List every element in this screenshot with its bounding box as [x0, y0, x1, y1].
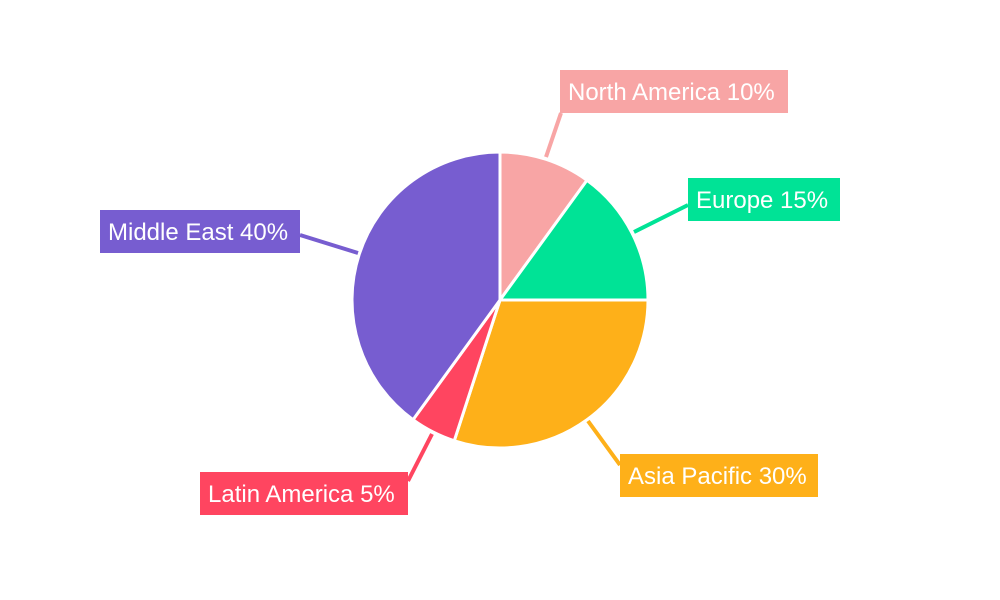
data-label-box: [688, 178, 840, 221]
leader-line: [544, 112, 563, 158]
leader-line: [586, 419, 622, 467]
data-label-box: [100, 210, 300, 253]
data-label: North America 10%: [568, 79, 775, 106]
pie-slice-asia-pacific[interactable]: [452, 298, 650, 450]
pie-slice-north-america[interactable]: [498, 150, 590, 305]
pie-slice-middle-east[interactable]: [350, 150, 502, 422]
data-label: Latin America 5%: [208, 481, 395, 508]
labels: North America 10% Europe 15% Asia Pacific …: [100, 70, 840, 515]
leader-line: [406, 433, 434, 482]
pie-slice-europe[interactable]: [497, 178, 650, 302]
leader-line: [633, 203, 689, 234]
data-label-box: [620, 454, 818, 497]
slices: [350, 150, 650, 450]
data-label: Asia Pacific 30%: [628, 463, 807, 490]
data-label-box: [200, 472, 408, 515]
leader-line: [299, 233, 359, 255]
data-label: Europe 15%: [696, 187, 828, 214]
data-label-box: [560, 70, 788, 113]
data-label: Middle East 40%: [108, 219, 288, 246]
